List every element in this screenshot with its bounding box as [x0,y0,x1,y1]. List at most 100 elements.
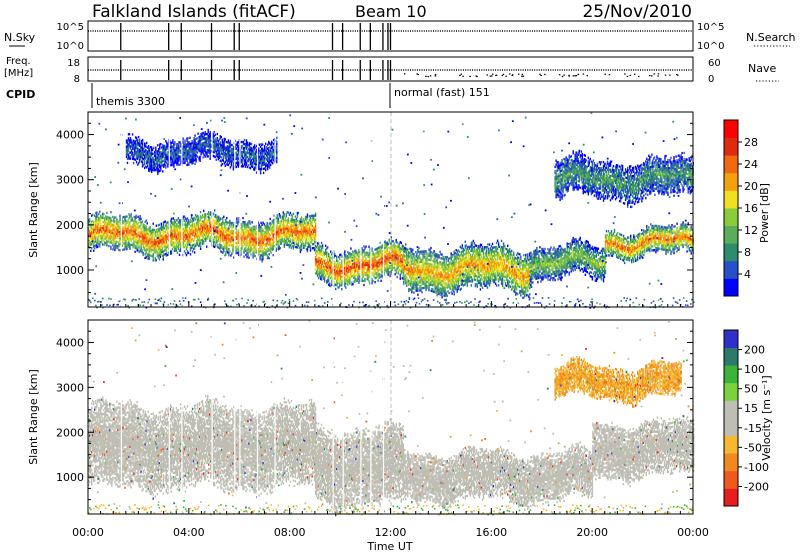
power-scatter-cell [425,289,426,291]
power-scatter-cell [126,248,127,250]
nave-sample-dot [544,74,546,75]
freq-tick-bottom: 8 [74,74,80,85]
power-scatter-cell [183,238,184,240]
power-scatter-cell [281,243,282,245]
power-scatter-cell [135,221,136,223]
power-scatter-cell [328,280,329,282]
power-scatter-cell [310,249,311,251]
power-scatter-cell [207,221,208,223]
power-scatter-cell [280,217,281,219]
power-scatter-cell [403,245,404,247]
power-scatter-cell [146,220,147,222]
power-scatter-cell [306,238,307,240]
power-scatter-cell [365,246,366,248]
nave-tick-top: 60 [708,58,721,69]
power-scatter-cell [413,287,414,289]
power-scatter-cell [114,222,115,224]
power-scatter-cell [176,243,177,245]
power-scatter-cell [298,243,299,245]
power-scatter-cell [229,250,230,252]
nave-sample-dot [559,74,561,75]
power-scatter-cell [143,254,144,256]
power-scatter-cell [397,241,398,243]
power-scatter-cell [229,220,230,222]
power-scatter-cell [433,250,434,252]
power-scatter-cell [214,234,215,236]
power-scatter-cell [193,219,194,221]
power-scatter-cell [187,226,188,228]
power-scatter-cell [284,213,285,215]
power-scatter-cell [315,225,316,227]
power-scatter-cell [428,287,429,289]
power-scatter-cell [251,221,252,223]
nave-sample-dot [540,75,542,76]
power-scatter-cell [415,251,416,253]
power-scatter-cell [422,267,423,269]
power-scatter-cell [153,231,154,233]
power-scatter-cell [470,254,471,256]
power-scatter-cell [347,284,348,286]
power-scatter-cell [290,238,291,240]
power-scatter-cell [420,285,421,287]
power-scatter-cell [417,283,418,285]
power-scatter-cell [432,288,433,290]
power-scatter-cell [258,224,259,226]
nave-sample-dot [503,74,505,75]
power-scatter-cell [413,255,414,257]
cpid-program-1: themis 3300 [96,95,165,108]
power-scatter-cell [446,260,447,262]
power-scatter-cell [200,246,201,248]
power-scatter-cell [288,211,289,213]
cpid-label: CPID [6,88,35,101]
power-scatter-cell [138,247,139,249]
power-scatter-cell [129,223,130,225]
power-scatter-cell [123,232,124,234]
power-scatter-cell [469,272,470,274]
power-scatter-cell [335,288,336,290]
freq-label-bottom: [MHz] [4,68,33,79]
power-scatter-cell [130,213,131,215]
power-scatter-cell [103,227,104,229]
power-scatter-cell [358,282,359,284]
power-scatter-cell [363,284,364,286]
power-scatter-cell [362,276,363,278]
power-scatter-cell [200,219,201,221]
power-scatter-cell [241,225,242,227]
power-scatter-cell [413,292,414,294]
power-scatter-cell [307,218,308,220]
power-scatter-cell [185,240,186,242]
power-scatter-cell [372,280,373,282]
power-scatter-cell [315,227,316,229]
power-scatter-cell [103,213,104,215]
power-scatter-cell [262,258,263,260]
nave-sample-dot [638,76,640,77]
power-scatter-cell [160,231,161,233]
power-scatter-cell [407,249,408,251]
power-scatter-cell [376,276,377,278]
power-scatter-cell [321,242,322,244]
power-scatter-cell [248,257,249,259]
power-scatter-cell [190,235,191,237]
power-scatter-cell [247,224,248,226]
nave-sample-dot [676,74,678,75]
nave-sample-dot [435,75,437,76]
power-scatter-cell [330,251,331,253]
power-scatter-cell [303,239,304,241]
power-scatter-cell [297,216,298,218]
power-scatter-cell [128,240,129,242]
power-scatter-cell [416,286,417,288]
power-scatter-cell [163,256,164,258]
power-scatter-cell [423,260,424,262]
power-scatter-cell [171,252,172,254]
power-scatter-cell [195,218,196,220]
power-scatter-cell [241,243,242,245]
power-scatter-cell [325,259,326,261]
power-scatter-cell [378,269,379,271]
power-scatter-cell [301,249,302,251]
power-scatter-cell [288,220,289,222]
power-scatter-cell [378,273,379,275]
power-scatter-cell [315,235,316,237]
power-scatter-cell [240,251,241,253]
power-scatter-cell [205,215,206,217]
power-scatter-cell [115,216,116,218]
